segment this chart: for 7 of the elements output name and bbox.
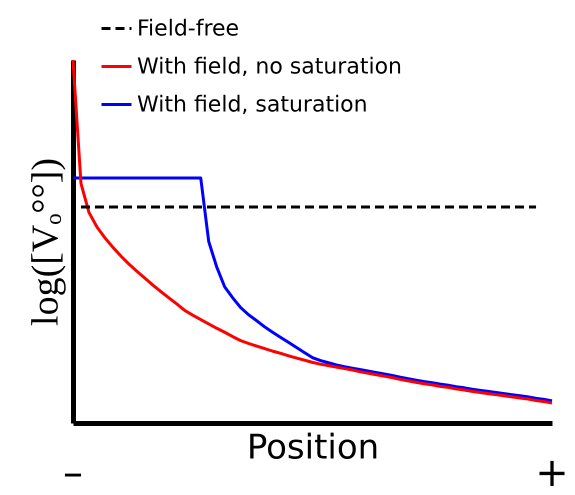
legend-label: With field, saturation [137,92,368,118]
text: – [63,450,83,495]
x-axis-title: Position [246,428,380,468]
y-axis-title: log([Vₒ°°]) [24,158,66,326]
legend-label: With field, no saturation [137,54,402,80]
legend-label: Field-free [137,16,240,42]
text: + [535,450,569,495]
